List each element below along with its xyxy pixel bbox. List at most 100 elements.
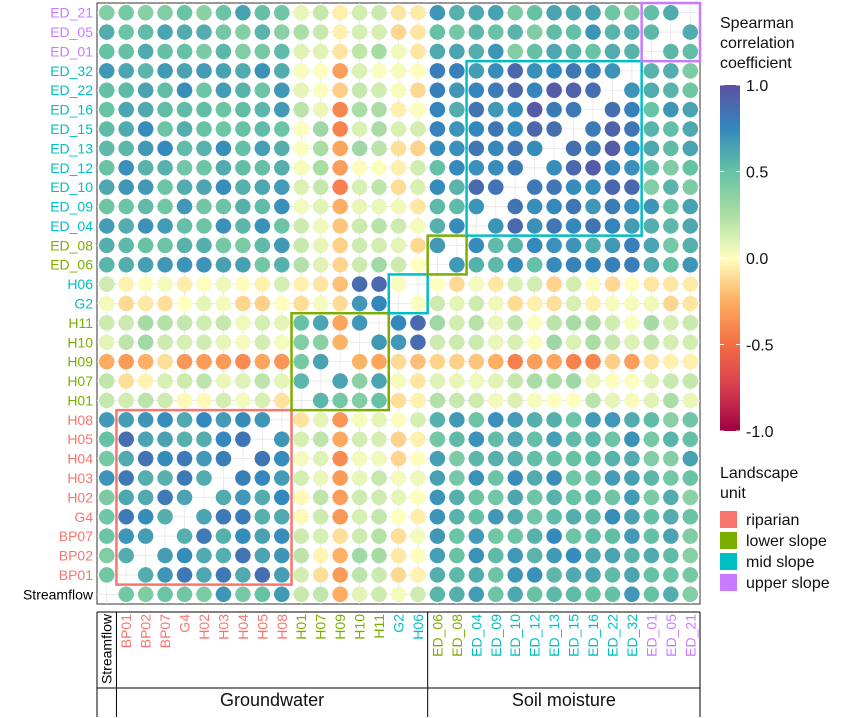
- correlation-dot: [293, 101, 309, 118]
- correlation-dot: [312, 450, 329, 467]
- correlation-dot: [468, 470, 485, 486]
- correlation-dot: [137, 373, 154, 389]
- correlation-dot: [293, 412, 309, 428]
- correlation-dot: [351, 43, 368, 60]
- correlation-dot: [390, 218, 407, 234]
- correlation-dot: [293, 450, 309, 467]
- unit-box-upper-slope: [640, 1, 702, 63]
- correlation-dot: [371, 509, 387, 525]
- correlation-dot: [137, 315, 154, 331]
- correlation-dot: [157, 179, 173, 195]
- correlation-dot: [663, 353, 679, 370]
- correlation-dot: [449, 218, 465, 234]
- correlation-dot: [604, 528, 621, 544]
- correlation-dot: [624, 179, 640, 195]
- correlation-dot: [390, 450, 407, 467]
- correlation-dot: [371, 237, 387, 254]
- correlation-dot: [488, 82, 504, 98]
- correlation-dot: [351, 121, 368, 137]
- correlation-dot: [604, 218, 621, 234]
- correlation-dot: [468, 237, 485, 254]
- correlation-dot: [488, 121, 504, 137]
- correlation-dot: [235, 4, 251, 21]
- correlation-dot: [526, 353, 543, 370]
- correlation-dot: [468, 82, 485, 98]
- y-tick-label: ED_06: [50, 257, 93, 273]
- legend-swatch-lower-slope: [720, 532, 737, 549]
- correlation-dot: [585, 218, 601, 234]
- correlation-dot: [118, 412, 134, 428]
- correlation-dot: [468, 256, 485, 273]
- correlation-dot: [526, 586, 543, 603]
- correlation-dot: [137, 489, 154, 506]
- correlation-dot: [604, 101, 621, 118]
- correlation-dot: [215, 295, 232, 312]
- correlation-dot: [371, 140, 387, 157]
- correlation-dot: [410, 567, 426, 583]
- correlation-dot: [137, 509, 154, 525]
- correlation-dot: [196, 470, 212, 486]
- correlation-dot: [351, 450, 368, 467]
- correlation-dot: [429, 63, 446, 79]
- correlation-dot: [663, 295, 679, 312]
- correlation-dot: [215, 43, 232, 60]
- correlation-dot: [468, 63, 485, 79]
- correlation-dot: [429, 4, 446, 21]
- correlation-dot: [410, 179, 426, 195]
- correlation-dot: [449, 295, 465, 312]
- correlation-dot: [449, 179, 465, 195]
- correlation-dot: [274, 256, 290, 273]
- y-tick-label: BP02: [59, 548, 93, 564]
- correlation-dot: [663, 373, 679, 389]
- correlation-dot: [157, 315, 173, 331]
- correlation-dot: [565, 4, 582, 21]
- correlation-dot: [312, 470, 329, 486]
- correlation-dot: [682, 101, 699, 118]
- correlation-dot: [410, 528, 426, 544]
- correlation-dot: [215, 315, 232, 331]
- correlation-dot: [274, 586, 290, 603]
- correlation-dot: [351, 276, 368, 292]
- correlation-dot: [643, 101, 660, 118]
- correlation-dot: [157, 237, 173, 254]
- correlation-dot: [624, 431, 640, 447]
- correlation-dot: [254, 392, 271, 409]
- correlation-dot: [643, 276, 660, 292]
- correlation-dot: [196, 43, 212, 60]
- correlation-dot: [312, 353, 329, 370]
- y-tick-label: ED_10: [50, 179, 93, 195]
- correlation-dot: [507, 24, 523, 40]
- correlation-dot: [546, 101, 562, 118]
- correlation-dot: [312, 334, 329, 351]
- correlation-dot: [196, 392, 212, 409]
- correlation-dot: [565, 43, 582, 60]
- x-tick-label: H10: [352, 614, 368, 640]
- correlation-dot: [663, 567, 679, 583]
- correlation-dot: [526, 315, 543, 331]
- correlation-dot: [488, 256, 504, 273]
- correlation-dot: [176, 315, 193, 331]
- correlation-dot: [157, 24, 173, 40]
- correlation-dot: [254, 218, 271, 234]
- correlation-dot: [410, 412, 426, 428]
- correlation-dot: [98, 237, 115, 254]
- correlation-dot: [585, 295, 601, 312]
- correlation-dot: [468, 160, 485, 176]
- correlation-dot: [585, 334, 601, 351]
- y-tick-label: H08: [67, 412, 93, 428]
- correlation-dot: [565, 315, 582, 331]
- correlation-dot: [468, 586, 485, 603]
- correlation-dot: [98, 121, 115, 137]
- correlation-dot: [137, 567, 154, 583]
- correlation-dot: [526, 528, 543, 544]
- x-tick-label: G4: [177, 614, 193, 633]
- correlation-dot: [468, 431, 485, 447]
- correlation-dot: [332, 218, 348, 234]
- correlation-dot: [137, 276, 154, 292]
- correlation-dot: [293, 276, 309, 292]
- correlation-dot: [488, 24, 504, 40]
- correlation-dot: [643, 82, 660, 98]
- correlation-dot: [565, 412, 582, 428]
- y-tick-label: ED_32: [50, 63, 93, 79]
